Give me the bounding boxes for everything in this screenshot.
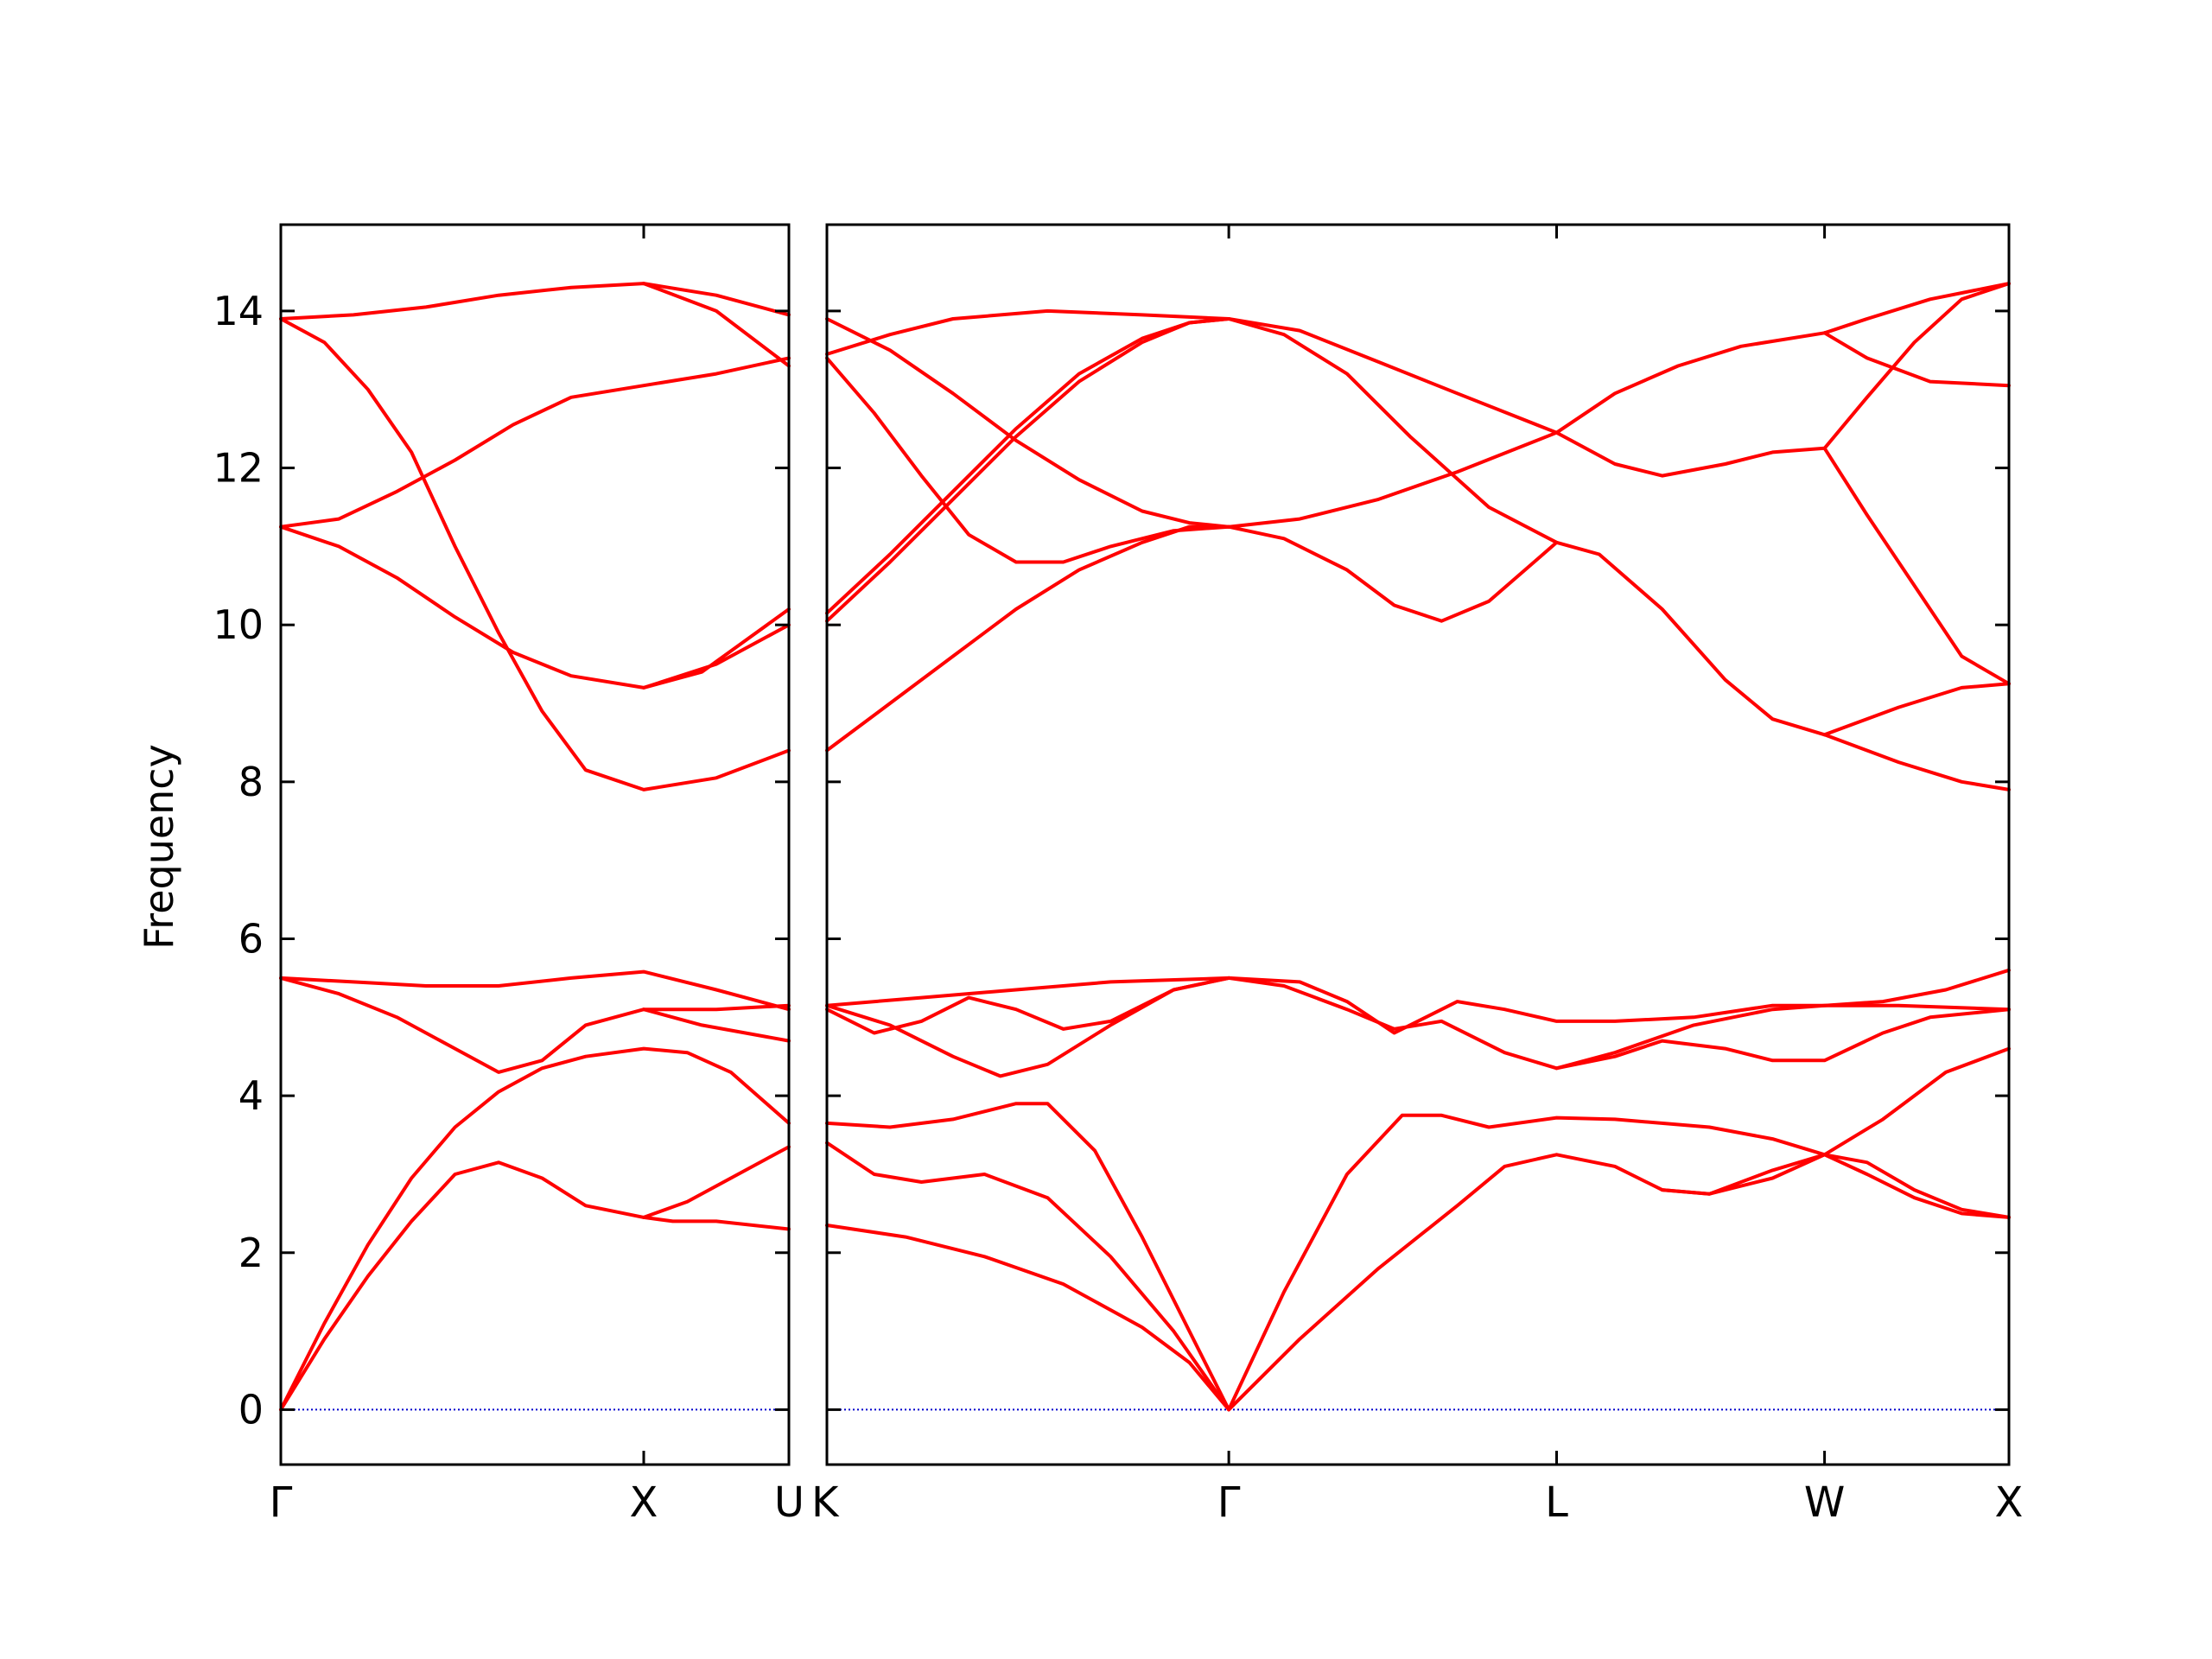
plot-frame — [279, 223, 791, 1466]
band-line — [642, 1145, 791, 1219]
band-line — [279, 524, 791, 690]
band-line — [1822, 682, 2011, 737]
plot-frame — [825, 223, 2011, 1466]
band-line — [1660, 1046, 2011, 1196]
panel-1: 0 2 4 6 8 10 12 14 Γ X U — [213, 223, 804, 1527]
band-line — [1822, 1153, 2011, 1219]
band-line — [825, 976, 1231, 1035]
band-line — [279, 1046, 791, 1412]
y-tick-label: 12 — [213, 445, 264, 492]
band-line — [825, 1102, 1231, 1412]
band-line — [1822, 1153, 2011, 1219]
y-tick-label: 4 — [238, 1072, 264, 1119]
x-tick-label: Γ — [1217, 1478, 1241, 1527]
band-line — [1822, 446, 2011, 686]
band-line — [1227, 968, 2011, 1035]
band-line — [1822, 282, 2011, 450]
band-line — [825, 356, 1231, 564]
x-tick-label: W — [1804, 1478, 1845, 1527]
band-line — [1227, 524, 1827, 737]
band-line — [825, 308, 1231, 356]
band-line — [825, 317, 1231, 623]
y-tick-label: 2 — [238, 1230, 264, 1276]
y-tick-label: 10 — [213, 601, 264, 648]
band-line — [279, 969, 791, 1012]
band-line — [825, 1224, 1231, 1412]
y-tick-label: 14 — [213, 288, 264, 334]
band-line — [1227, 1153, 1827, 1412]
x-tick-label: Γ — [270, 1478, 293, 1527]
band-line — [279, 976, 791, 1074]
band-line — [1554, 1003, 2011, 1071]
x-tick-label: L — [1545, 1478, 1568, 1527]
band-line — [825, 317, 1231, 615]
band-line — [825, 976, 1231, 1007]
band-line — [642, 282, 791, 368]
band-line — [825, 1141, 1231, 1412]
plot-layer: 0 2 4 6 8 10 12 14 Γ X U K Γ L W X — [213, 223, 2024, 1527]
y-axis-label: Frequency — [136, 744, 182, 950]
band-line — [1227, 317, 1559, 544]
band-line — [642, 607, 791, 690]
band-line — [642, 1007, 791, 1043]
x-tick-label: X — [630, 1478, 658, 1527]
band-line — [1554, 430, 1827, 478]
band-line — [279, 1160, 791, 1412]
band-line — [279, 282, 791, 321]
band-line — [279, 317, 791, 791]
band-line — [1227, 976, 2011, 1071]
x-tick-label: U — [774, 1478, 804, 1527]
band-line — [279, 356, 791, 529]
band-line — [1822, 331, 2011, 388]
band-line — [1227, 1113, 1827, 1412]
band-line — [1227, 331, 1827, 529]
x-tick-label: K — [811, 1478, 840, 1527]
band-line — [1822, 282, 2011, 335]
y-tick-label: 6 — [238, 915, 264, 962]
band-line — [1227, 317, 1559, 435]
band-line — [825, 317, 1231, 529]
y-tick-label: 0 — [238, 1386, 264, 1433]
y-tick-label: 8 — [238, 759, 264, 805]
x-tick-label: X — [1995, 1478, 2024, 1527]
band-line — [1822, 733, 2011, 791]
